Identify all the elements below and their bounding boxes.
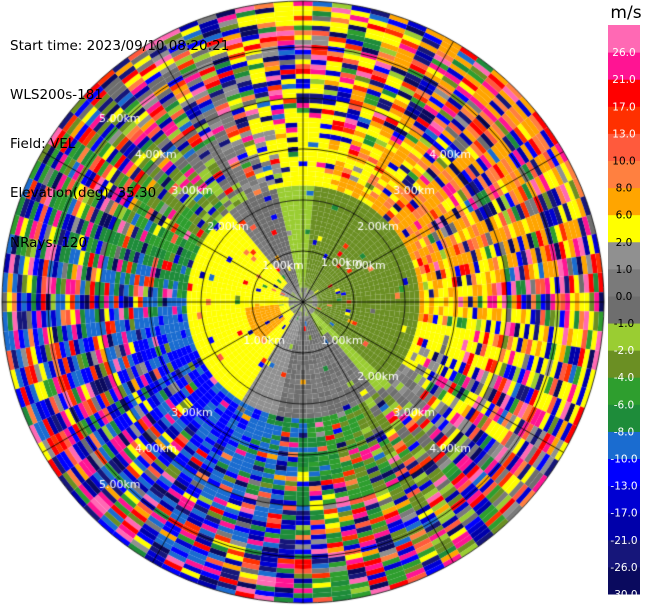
field-text: Field: VEL [10,136,76,153]
colorbar-tick-label: -4.0 [614,372,635,384]
colorbar-tick-label: 6.0 [616,210,633,222]
colorbar-tick-label: 13.0 [612,128,635,140]
colorbar-swatch [608,133,640,161]
colorbar-swatch [608,431,640,460]
start-time-text: Start time: 2023/09/10 08:20:21 [10,37,230,54]
colorbar-tick-label: -10.0 [610,454,637,466]
colorbar-tick-label: -17.0 [610,508,637,520]
colorbar-swatch [608,79,640,107]
colorbar-swatch [608,160,640,189]
colorbar-tick-label: -2.0 [614,345,635,357]
nrays-text: NRays: 120 [10,234,88,251]
colorbar-tick-label: -30.0 [610,589,637,601]
colorbar-swatch [608,268,640,297]
colorbar-tick-label: 1.0 [616,264,633,276]
velocity-colorbar: m/s -30.0 -26.0 -21.0 -17.0 -13.0 -10.0 -8.0 -6.… [608,3,642,601]
colorbar-tick-label: -26.0 [610,562,637,574]
colorbar-swatch [608,485,640,514]
colorbar-tick-label: 2.0 [616,237,633,249]
colorbar-swatch [608,295,640,324]
colorbar-tick-label: 0.0 [616,291,633,303]
colorbar-tick-label: 21.0 [612,74,635,86]
colorbar-swatch [608,214,640,243]
colorbar-tick-label: -21.0 [610,535,637,547]
scan-info: Start time: 2023/09/10 08:20:21 WLS200s-… [10,5,229,267]
colorbar-swatch [608,241,640,270]
colorbar-tick-label: 26.0 [612,47,635,59]
colorbar-swatch [608,512,640,541]
colorbar-swatch [608,566,640,595]
colorbar-swatch [608,52,640,80]
instrument-text: WLS200s-181 [10,87,103,104]
colorbar-swatch [608,187,640,216]
elevation-text: Elevation(deg): 35.30 [10,185,157,202]
colorbar-tick-label: 17.0 [612,101,635,113]
colorbar-swatch [608,404,640,432]
colorbar-tick-label: -13.0 [610,481,637,493]
colorbar-swatch [608,106,640,134]
colorbar-tick-label: 10.0 [612,155,635,167]
colorbar-swatch [608,458,640,487]
colorbar-swatch [608,25,640,53]
colorbar-tick-label: -6.0 [614,399,635,411]
colorbar-swatch [608,323,640,351]
colorbar-tick-label: -1.0 [614,318,635,330]
colorbar-swatch [608,377,640,405]
colorbar-unit: m/s [610,3,641,23]
colorbar-swatch [608,350,640,378]
colorbar-tick-label: -8.0 [614,426,635,438]
colorbar-tick-label: 8.0 [616,183,633,195]
colorbar-swatch [608,539,640,568]
